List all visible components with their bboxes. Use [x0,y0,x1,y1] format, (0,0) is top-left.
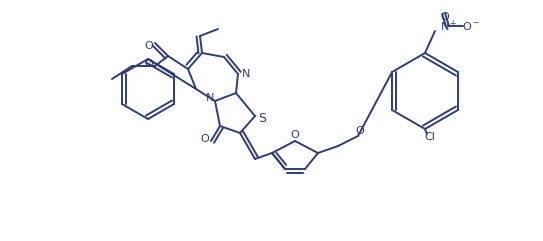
Text: N: N [242,69,250,79]
Text: Cl: Cl [425,132,435,142]
Text: O: O [291,130,299,140]
Text: O: O [144,59,153,69]
Text: O: O [440,12,450,22]
Text: N$^+$: N$^+$ [440,18,458,34]
Text: O: O [200,134,210,144]
Text: S: S [258,113,266,126]
Text: N: N [206,93,214,103]
Text: O$^-$: O$^-$ [462,20,480,32]
Text: O: O [144,41,153,51]
Text: O: O [356,126,364,136]
